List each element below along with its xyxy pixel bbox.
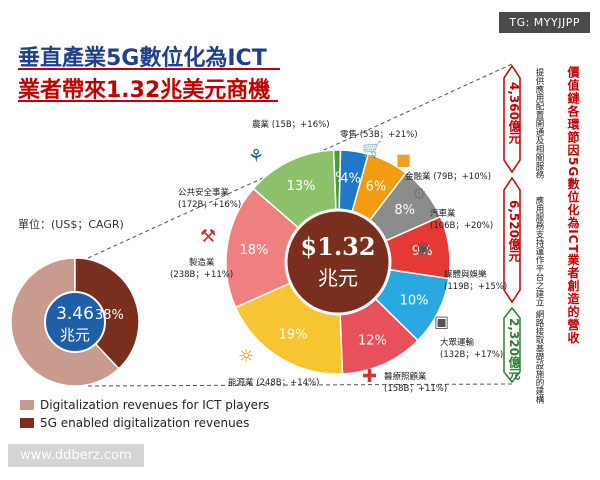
legend-item-ict: Digitalization revenues for ICT players [20,398,269,412]
film-camera-icon: ◉ [416,238,430,257]
label-retail: 零售 (53B；+21%) [340,128,418,140]
robot-arm-icon: ⚒ [200,226,217,247]
title-underline-1 [18,68,280,70]
label-media: 媒體與娛樂 (119B；+15%) [444,268,507,292]
legend-label-ict: Digitalization revenues for ICT players [40,398,270,412]
label-healthcare-detail: (158B；+11%) [384,384,448,394]
big-pie-slice-label-7: 19% [279,328,308,343]
label-manufacturing-detail: (238B；+11%) [170,270,234,280]
farmer-icon: ⚘ [248,146,265,167]
title-line-2: 業者帶來1.32兆美元商機 [18,78,271,103]
big-pie-slice-label-3: 8% [394,203,415,218]
legend-swatch-ict [20,400,34,410]
money-icon: ■ [396,150,412,169]
label-public-safety: 公共安全事業 (172B；+16%) [178,186,241,210]
label-manufacturing: 製造業 (238B；+11%) [170,256,233,280]
label-auto-text: 汽車業 [430,209,456,219]
label-auto: 汽車業 (106B；+20%) [430,207,493,231]
label-retail-detail: (53B；+21%) [359,130,418,140]
label-transport-detail: (132B；+17%) [440,350,504,360]
label-retail-text: 零售 [340,130,358,140]
label-transport: 大眾運輸 (132B；+17%) [440,336,503,360]
label-finance-detail: (79B；+10%) [433,172,492,182]
shopping-cart-icon: 🛒 [362,140,382,159]
label-agriculture-detail: (15B；+16%) [271,120,330,130]
label-manufacturing-text: 製造業 [188,258,215,268]
big-pie-slice-label-2: 6% [366,180,387,195]
desc-mid: 應用服務支持運作平台之建立 [534,196,544,307]
value-chain-brackets [503,64,521,384]
big-pie-slice-8 [225,187,340,309]
big-center-unit: 兆元 [318,266,358,290]
big-pie-slice-label-9: 13% [287,179,316,194]
car-icon: ⚙ [412,184,427,203]
label-public-safety-detail: (172B；+16%) [178,200,242,210]
small-slice-38-label: 38% [95,308,124,323]
big-pie-slice-label-4: 9% [412,244,433,259]
small-center-amount: 3.46 [56,304,94,324]
desc-bottom: 網路接取基礎設施的建構 [534,310,544,404]
bracket-bottom [503,306,521,384]
source-watermark: www.ddberz.com [8,444,144,467]
label-finance: 金融業 (79B；+10%) [405,170,491,182]
medical-kit-icon: ✚ [362,366,378,387]
label-transport-text: 大眾運輸 [440,338,475,348]
label-energy-text: 能源業 [228,378,254,388]
small-donut-slice-1 [74,257,140,370]
small-donut-center [44,291,106,353]
legend-label-5g: 5G enabled digitalization revenues [40,416,250,430]
label-agriculture-text: 農業 [252,120,270,130]
tg-badge: TG: MYYJJPP [499,12,590,33]
desc-top: 提供應用配置開通及相關服務 [534,68,544,179]
label-media-text: 媒體與娛樂 [444,270,487,280]
big-pie-center [284,208,392,316]
amount-bottom: 2,320億元 [507,318,521,380]
title-underline-2 [18,100,278,102]
energy-gear-icon: ☼ [238,346,255,367]
label-media-detail: (119B；+15%) [444,282,508,292]
label-energy-detail: (248B；+14%) [256,378,320,388]
guide-line-bottom [87,383,513,387]
big-center-amount: $1.32 [300,232,376,261]
big-pie-slice-label-6: 12% [358,333,387,348]
small-center-unit: 兆元 [59,326,90,344]
label-healthcare: 醫療照顧業 (158B；+11%) [384,370,447,394]
bracket-top [503,64,521,174]
big-pie-slice-label-5: 10% [400,294,429,309]
value-chain-title: 價值鏈各環節因5G數位化為ICT業者創造的營收 [566,66,580,345]
label-healthcare-text: 醫療照顧業 [384,372,427,382]
label-finance-text: 金融業 [405,172,431,182]
label-public-safety-text: 公共安全事業 [178,188,230,198]
bracket-mid [503,176,521,304]
title-line-1: 垂直產業5G數位化為ICT [18,46,267,71]
bus-icon: ▣ [434,312,450,331]
label-agriculture: 農業 (15B；+16%) [252,118,330,130]
label-auto-detail: (106B；+20%) [430,221,494,231]
legend-item-5g: 5G enabled digitalization revenues [20,416,249,430]
legend-swatch-5g [20,418,34,428]
unit-label: 單位：(US$；CAGR) [18,218,124,231]
amount-top: 4,360億元 [507,82,521,144]
big-pie-slice-label-1: 4% [340,172,361,187]
amount-mid: 6,520億元 [507,200,521,262]
label-energy: 能源業 (248B；+14%) [228,376,319,388]
big-pie-slice-label-8: 18% [239,243,268,258]
